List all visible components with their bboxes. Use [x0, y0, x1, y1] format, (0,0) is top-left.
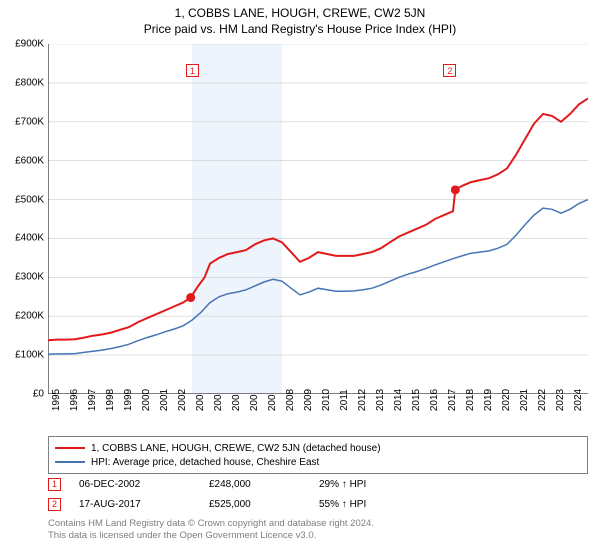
footer-line1: Contains HM Land Registry data © Crown c…: [48, 518, 588, 530]
footer-line2: This data is licensed under the Open Gov…: [48, 530, 588, 542]
y-tick-label: £700K: [0, 116, 44, 127]
y-tick-label: £200K: [0, 311, 44, 322]
chart-svg: [48, 44, 588, 394]
sale-row-1: 1 06-DEC-2002 £248,000 29% ↑ HPI: [48, 474, 588, 494]
y-tick-label: £400K: [0, 233, 44, 244]
sale-price-1: £248,000: [209, 479, 319, 490]
legend-box: 1, COBBS LANE, HOUGH, CREWE, CW2 5JN (de…: [48, 436, 588, 474]
sale-price-2: £525,000: [209, 499, 319, 510]
legend-row-series1: 1, COBBS LANE, HOUGH, CREWE, CW2 5JN (de…: [55, 441, 581, 455]
legend-row-series2: HPI: Average price, detached house, Ches…: [55, 455, 581, 469]
sales-table: 1 06-DEC-2002 £248,000 29% ↑ HPI 2 17-AU…: [48, 474, 588, 514]
chart-container: 1, COBBS LANE, HOUGH, CREWE, CW2 5JN Pri…: [0, 0, 600, 560]
chart-title-subtitle: Price paid vs. HM Land Registry's House …: [0, 22, 600, 36]
y-tick-label: £100K: [0, 350, 44, 361]
chart-plot-area: 12: [48, 44, 588, 394]
sale-hpi-2: 55% ↑ HPI: [319, 499, 429, 510]
title-block: 1, COBBS LANE, HOUGH, CREWE, CW2 5JN Pri…: [0, 0, 600, 36]
legend-swatch-2: [55, 461, 85, 463]
legend-label-1: 1, COBBS LANE, HOUGH, CREWE, CW2 5JN (de…: [91, 443, 381, 454]
y-tick-label: £600K: [0, 155, 44, 166]
y-tick-label: £300K: [0, 272, 44, 283]
y-tick-label: £900K: [0, 39, 44, 50]
chart-title-address: 1, COBBS LANE, HOUGH, CREWE, CW2 5JN: [0, 6, 600, 20]
legend-swatch-1: [55, 447, 85, 449]
sale-row-2: 2 17-AUG-2017 £525,000 55% ↑ HPI: [48, 494, 588, 514]
legend-label-2: HPI: Average price, detached house, Ches…: [91, 457, 319, 468]
sale-badge-2: 2: [48, 498, 61, 511]
sale-date-1: 06-DEC-2002: [79, 479, 209, 490]
sale-hpi-1: 29% ↑ HPI: [319, 479, 429, 490]
footer-attribution: Contains HM Land Registry data © Crown c…: [48, 518, 588, 542]
y-tick-label: £800K: [0, 77, 44, 88]
sale-date-2: 17-AUG-2017: [79, 499, 209, 510]
y-tick-label: £500K: [0, 194, 44, 205]
y-tick-label: £0: [0, 389, 44, 400]
sale-badge-1: 1: [48, 478, 61, 491]
